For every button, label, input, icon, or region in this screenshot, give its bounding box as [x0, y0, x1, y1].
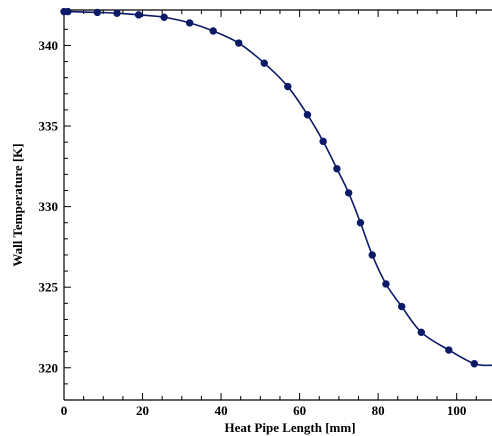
- data-point: [284, 82, 292, 91]
- axes: [63, 9, 492, 401]
- x-tick-label: 20: [136, 403, 149, 418]
- series-line: [63, 10, 492, 367]
- data-point: [382, 280, 390, 288]
- series-layer: [60, 7, 492, 368]
- y-tick-label: 320: [39, 360, 59, 375]
- data-point: [417, 328, 426, 337]
- data-point: [445, 346, 453, 354]
- x-tick-label: 0: [61, 403, 68, 418]
- x-tick-label: 60: [293, 403, 306, 418]
- data-point: [260, 59, 268, 67]
- data-point: [333, 165, 341, 173]
- data-point: [368, 251, 376, 259]
- data-point: [356, 219, 365, 227]
- data-point: [113, 9, 121, 17]
- x-tick-label: 100: [447, 403, 467, 418]
- data-point: [134, 11, 143, 19]
- data-point: [185, 19, 194, 27]
- data-point: [470, 360, 479, 368]
- data-point: [303, 111, 312, 119]
- data-point: [209, 27, 217, 35]
- y-tick-label: 330: [39, 199, 59, 214]
- x-tick-label: 80: [372, 403, 385, 418]
- data-point: [64, 7, 72, 16]
- data-point: [160, 13, 168, 21]
- y-tick-label: 335: [39, 119, 59, 134]
- y-axis-title: Wall Temperature [K]: [10, 143, 25, 266]
- data-point: [344, 189, 353, 197]
- data-point: [93, 8, 102, 17]
- data-point: [397, 302, 406, 311]
- x-tick-label: 40: [215, 403, 228, 418]
- ticks: 0 20 40 60 80 100 320 325 330 335 340: [39, 10, 477, 418]
- y-tick-label: 325: [39, 280, 59, 295]
- data-point: [235, 39, 243, 47]
- y-tick-label: 340: [39, 38, 59, 53]
- x-axis-title: Heat Pipe Length [mm]: [224, 420, 355, 435]
- data-point: [319, 137, 327, 146]
